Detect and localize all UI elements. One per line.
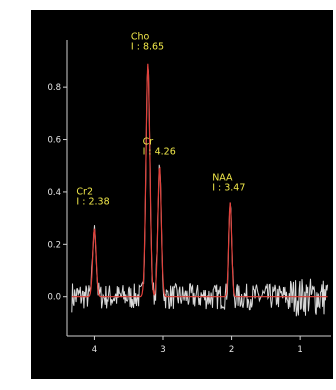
peak-name-cr: Cr: [143, 137, 154, 148]
peak-intensity-cr: I : 4.26: [143, 147, 176, 158]
axes: [63, 40, 331, 340]
y-tick-label-3: 0.6: [47, 136, 61, 146]
x-tick-labels: 4 3 2 1: [92, 345, 303, 355]
y-tick-label-0: 0.0: [47, 293, 61, 303]
spectrum-panel: 0.0 0.2 0.4 0.6 0.8 4 3 2 1 Cr2 I : 2.38 Cho I : 8…: [31, 10, 333, 379]
y-tick-label-4: 0.8: [47, 83, 61, 93]
x-tick-label-2: 2: [229, 345, 234, 355]
peak-name-naa: NAA: [212, 172, 233, 183]
y-tick-label-1: 0.2: [47, 240, 61, 250]
x-tick-label-3: 1: [297, 345, 302, 355]
peak-intensity-cho: I : 8.65: [131, 42, 164, 53]
spectrum-line: [71, 66, 329, 317]
peak-name-cho: Cho: [131, 32, 150, 43]
peak-name-cr2: Cr2: [76, 187, 93, 198]
y-tick-labels: 0.0 0.2 0.4 0.6 0.8: [47, 83, 61, 303]
y-tick-label-2: 0.4: [47, 188, 61, 198]
peak-intensity-naa: I : 3.47: [212, 182, 245, 193]
peak-intensity-cr2: I : 2.38: [76, 197, 109, 208]
x-tick-label-0: 4: [92, 345, 97, 355]
x-tick-label-1: 3: [160, 345, 165, 355]
fit-line: [71, 63, 328, 298]
